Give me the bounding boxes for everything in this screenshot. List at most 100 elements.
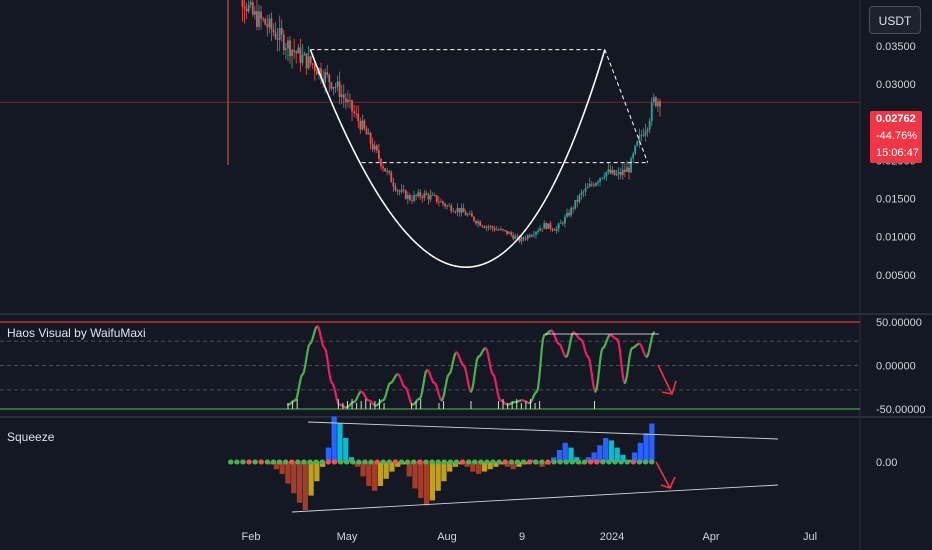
- candle-body: [582, 191, 585, 193]
- candle-body: [398, 190, 401, 192]
- squeeze-bar: [273, 462, 280, 470]
- candle-body: [603, 176, 606, 178]
- squeeze-bar: [631, 452, 638, 462]
- time-axis-tick: Feb: [242, 531, 261, 543]
- squeeze-bar: [308, 462, 314, 496]
- candle-body: [340, 94, 343, 97]
- squeeze-dot: [380, 459, 386, 465]
- candle-body: [311, 63, 314, 65]
- squeeze-arrow-annotation: [655, 461, 676, 489]
- candle-body: [365, 128, 368, 135]
- candle-body: [533, 234, 535, 236]
- haos-line-segment: [443, 386, 447, 395]
- squeeze-indicator-title[interactable]: Squeeze: [7, 430, 55, 444]
- squeeze-bar: [574, 457, 580, 462]
- currency-selector-button[interactable]: USDT: [869, 6, 921, 34]
- squeeze-bar: [608, 440, 615, 462]
- candle-body: [270, 18, 273, 30]
- last-price-change: -44.76%: [876, 130, 917, 142]
- time-axis-tick: May: [337, 531, 358, 543]
- candle-body: [262, 18, 265, 20]
- squeeze-bar: [423, 462, 430, 506]
- haos-line-segment: [597, 357, 602, 371]
- candle-body: [328, 74, 331, 83]
- candle-body: [429, 195, 432, 200]
- candle-body: [382, 166, 384, 169]
- candle-body: [615, 174, 618, 175]
- haos-line-segment: [495, 386, 499, 395]
- candle-body: [499, 229, 502, 231]
- squeeze-dot: [539, 459, 545, 465]
- candle-body: [460, 207, 463, 213]
- squeeze-bar: [348, 457, 355, 462]
- haos-indicator-title[interactable]: Haos Visual by WaifuMaxi: [7, 326, 146, 340]
- candle-body: [297, 47, 300, 54]
- squeeze-dot: [465, 459, 472, 465]
- candle-body: [555, 228, 558, 231]
- candle-body: [644, 131, 647, 136]
- haos-line-segment: [538, 362, 542, 379]
- haos-line-segment: [486, 353, 491, 363]
- squeeze-bar: [614, 447, 620, 462]
- candle-body: [518, 236, 521, 242]
- squeeze-dot: [636, 459, 643, 465]
- candle-body: [471, 213, 473, 217]
- haos-arrow-annotation: [657, 364, 677, 395]
- squeeze-bar: [354, 462, 360, 467]
- candle-body: [276, 38, 279, 40]
- candle-body: [377, 150, 380, 159]
- squeeze-bar: [585, 457, 591, 462]
- time-axis-tick: 9: [519, 531, 525, 543]
- squeeze-bar: [510, 462, 516, 470]
- squeeze-bar: [475, 462, 482, 474]
- candle-body: [638, 135, 641, 142]
- squeeze-dot: [612, 459, 618, 465]
- candle-body: [406, 194, 409, 199]
- candle-body: [628, 167, 630, 173]
- candle-body: [510, 232, 513, 235]
- candle-body: [266, 24, 269, 28]
- candle-body: [282, 34, 285, 51]
- candle-body: [489, 226, 492, 228]
- candle-body: [590, 183, 593, 185]
- candle-body: [572, 207, 575, 209]
- squeeze-bar: [325, 447, 332, 462]
- candle-body: [487, 226, 490, 228]
- candle-body: [359, 121, 362, 130]
- haos-line-segment: [444, 379, 448, 389]
- price-axis-tick: 0.01500: [876, 193, 916, 205]
- squeeze-bar: [464, 462, 470, 467]
- squeeze-dot: [319, 459, 325, 465]
- squeeze-bar: [562, 442, 568, 462]
- candle-body: [462, 207, 465, 213]
- haos-line-segment: [617, 341, 621, 352]
- candle-body: [497, 229, 500, 231]
- price-axis-tick: 0.03500: [876, 41, 916, 53]
- candle-body: [650, 102, 653, 121]
- haos-line-segment: [325, 355, 330, 367]
- candle-body: [315, 71, 318, 75]
- candle-body: [326, 72, 329, 75]
- squeeze-bar: [279, 462, 285, 474]
- squeeze-bar: [493, 462, 499, 467]
- candle-body: [251, 2, 254, 15]
- squeeze-dot: [374, 459, 380, 465]
- bar-countdown: 15:06:47: [876, 147, 919, 159]
- haos-line-segment: [590, 373, 595, 385]
- candle-body: [268, 18, 271, 28]
- squeeze-dot: [392, 459, 399, 465]
- squeeze-bar: [371, 462, 378, 491]
- squeeze-dot: [606, 459, 612, 465]
- haos-line-segment: [536, 376, 541, 389]
- candle-body: [617, 172, 620, 175]
- squeeze-axis-tick: 0.00: [876, 457, 897, 469]
- squeeze-dot: [520, 459, 527, 465]
- candle-body: [411, 199, 413, 201]
- squeeze-dot: [228, 459, 234, 465]
- candle-body: [630, 158, 632, 173]
- squeeze-dot: [282, 459, 289, 465]
- squeeze-dot: [429, 459, 435, 465]
- squeeze-dot: [581, 459, 588, 465]
- candle-body: [607, 169, 610, 172]
